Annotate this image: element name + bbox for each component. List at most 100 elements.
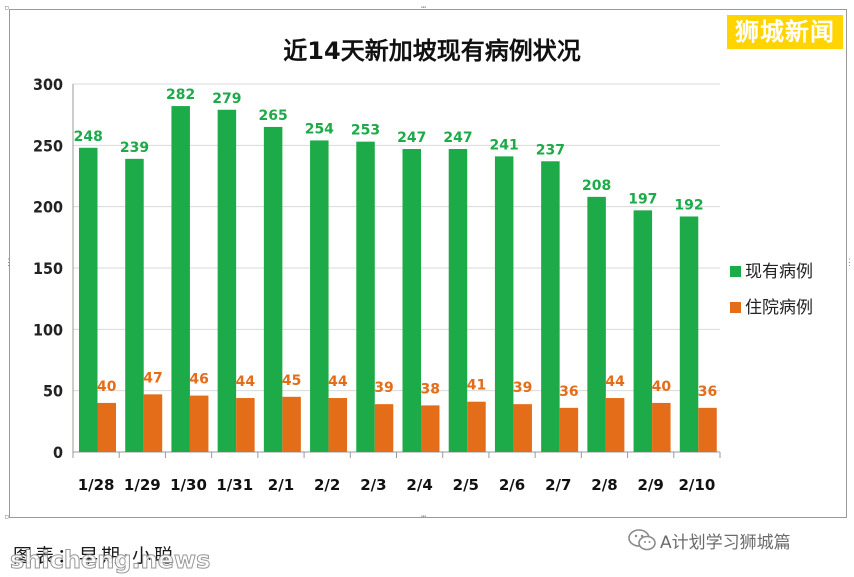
- data-label-current: 282: [166, 87, 195, 103]
- bar-current-cases: [310, 140, 329, 452]
- data-label-current: 237: [536, 142, 565, 158]
- bar-hospitalised-cases: [97, 402, 116, 452]
- legend-label-current: 现有病例: [745, 262, 813, 282]
- resize-handle-left[interactable]: ⋮: [4, 258, 13, 268]
- y-tick-label: 150: [33, 259, 63, 278]
- site-watermark: shicheng.news: [9, 546, 211, 575]
- data-label-hospitalised: 44: [236, 374, 256, 390]
- bar-hospitalised-cases: [513, 404, 532, 452]
- data-label-current: 247: [443, 130, 472, 146]
- data-labels: 248 40 239 47 282 46 279 44 265 45 254 44 253 39 247 38…: [74, 87, 718, 400]
- data-label-current: 265: [258, 108, 287, 124]
- bar-hospitalised-cases: [421, 405, 440, 452]
- bar-current-cases: [217, 109, 237, 452]
- data-label-hospitalised: 40: [97, 379, 117, 395]
- wechat-account-tag: A计划学习狮城篇: [628, 528, 791, 553]
- y-tick-label: 300: [33, 75, 63, 94]
- data-label-hospitalised: 40: [652, 379, 672, 395]
- x-tick-label: 1/28: [78, 476, 115, 494]
- legend-label-hospitalised: 住院病例: [745, 298, 813, 318]
- y-axis-ticks: 0 50 100 150 200 250 300: [33, 75, 63, 462]
- bar-chart: 近14天新加坡现有病例状况 0 50 100 150 200 250 300 248 40 23…: [33, 37, 813, 494]
- data-label-current: 208: [582, 178, 611, 194]
- bar-current-cases: [679, 216, 699, 452]
- bar-hospitalised-cases: [374, 404, 394, 452]
- wechat-icon: [628, 529, 656, 551]
- y-tick-label: 250: [33, 136, 63, 155]
- data-label-current: 239: [120, 140, 149, 156]
- x-axis-ticks: 1/28 1/29 1/30 1/31 2/1 2/2 2/3 2/4 2/5 2/6 2/7 2/8…: [72, 452, 721, 494]
- resize-handle-bottom[interactable]: ⋯: [421, 512, 427, 522]
- bar-current-cases: [448, 149, 468, 452]
- y-tick-label: 100: [33, 320, 63, 339]
- bar-hospitalised-cases: [236, 398, 255, 452]
- bar-current-cases: [125, 158, 144, 452]
- resize-handle-corner-tl[interactable]: ▫: [4, 3, 10, 13]
- data-label-hospitalised: 38: [421, 381, 440, 397]
- resize-handle-top[interactable]: ⋯: [421, 3, 427, 13]
- data-label-hospitalised: 45: [282, 373, 301, 389]
- data-label-current: 253: [351, 123, 380, 139]
- bar-hospitalised-cases: [328, 398, 348, 452]
- data-label-current: 279: [212, 91, 241, 107]
- resize-handle-right[interactable]: ⋮: [845, 258, 854, 268]
- bar-hospitalised-cases: [282, 396, 301, 452]
- legend-swatch-hospitalised: [730, 302, 741, 313]
- data-label-current: 197: [628, 191, 657, 207]
- chart-source-caption: 图表：早期·小聪: [13, 545, 177, 567]
- legend-swatch-current: [730, 266, 741, 277]
- bar-hospitalised-cases: [605, 398, 625, 452]
- bar-current-cases: [494, 156, 514, 452]
- data-label-hospitalised: 46: [189, 372, 208, 388]
- resize-handle-corner-bl[interactable]: ▫: [4, 512, 10, 522]
- bar-hospitalised-cases: [189, 395, 209, 452]
- x-tick-label: 2/2: [314, 476, 340, 494]
- bars: [79, 106, 717, 453]
- x-tick-label: 2/9: [637, 476, 663, 494]
- bar-current-cases: [79, 147, 98, 452]
- bar-current-cases: [356, 141, 375, 453]
- y-tick-label: 200: [33, 198, 63, 217]
- x-tick-label: 1/30: [170, 476, 207, 494]
- bar-hospitalised-cases: [698, 407, 717, 452]
- data-label-current: 192: [674, 197, 703, 213]
- y-tick-label: 0: [53, 443, 63, 462]
- data-label-hospitalised: 39: [374, 380, 393, 396]
- news-logo-watermark: 狮城新闻: [727, 15, 843, 49]
- data-label-hospitalised: 44: [328, 374, 348, 390]
- y-tick-label: 50: [43, 382, 63, 401]
- x-tick-label: 2/4: [406, 476, 432, 494]
- chart-title: 近14天新加坡现有病例状况: [283, 37, 580, 65]
- x-tick-label: 2/6: [499, 476, 525, 494]
- x-tick-label: 1/29: [124, 476, 161, 494]
- data-label-hospitalised: 44: [605, 374, 625, 390]
- bar-current-cases: [402, 149, 421, 452]
- data-label-current: 241: [490, 137, 519, 153]
- data-label-hospitalised: 39: [513, 380, 532, 396]
- bar-hospitalised-cases: [467, 401, 486, 452]
- data-label-current: 247: [397, 130, 426, 146]
- data-label-current: 254: [305, 121, 334, 137]
- bar-hospitalised-cases: [559, 407, 579, 452]
- x-tick-label: 2/10: [678, 476, 715, 494]
- x-tick-label: 2/8: [591, 476, 617, 494]
- bar-current-cases: [633, 210, 653, 452]
- bar-current-cases: [587, 196, 606, 452]
- bar-current-cases: [263, 126, 283, 452]
- data-label-current: 248: [74, 129, 103, 145]
- bar-hospitalised-cases: [143, 394, 163, 452]
- data-label-hospitalised: 47: [143, 370, 162, 386]
- x-tick-label: 2/7: [545, 476, 571, 494]
- x-tick-label: 1/31: [216, 476, 253, 494]
- bar-current-cases: [171, 106, 190, 452]
- wechat-account-name: A计划学习狮城篇: [660, 532, 791, 553]
- data-label-hospitalised: 41: [467, 378, 486, 394]
- bar-current-cases: [541, 161, 560, 452]
- data-label-hospitalised: 36: [559, 384, 578, 400]
- x-tick-label: 2/3: [360, 476, 386, 494]
- x-tick-label: 2/5: [453, 476, 479, 494]
- x-tick-label: 2/1: [268, 476, 294, 494]
- data-label-hospitalised: 36: [698, 384, 717, 400]
- bar-hospitalised-cases: [652, 402, 671, 452]
